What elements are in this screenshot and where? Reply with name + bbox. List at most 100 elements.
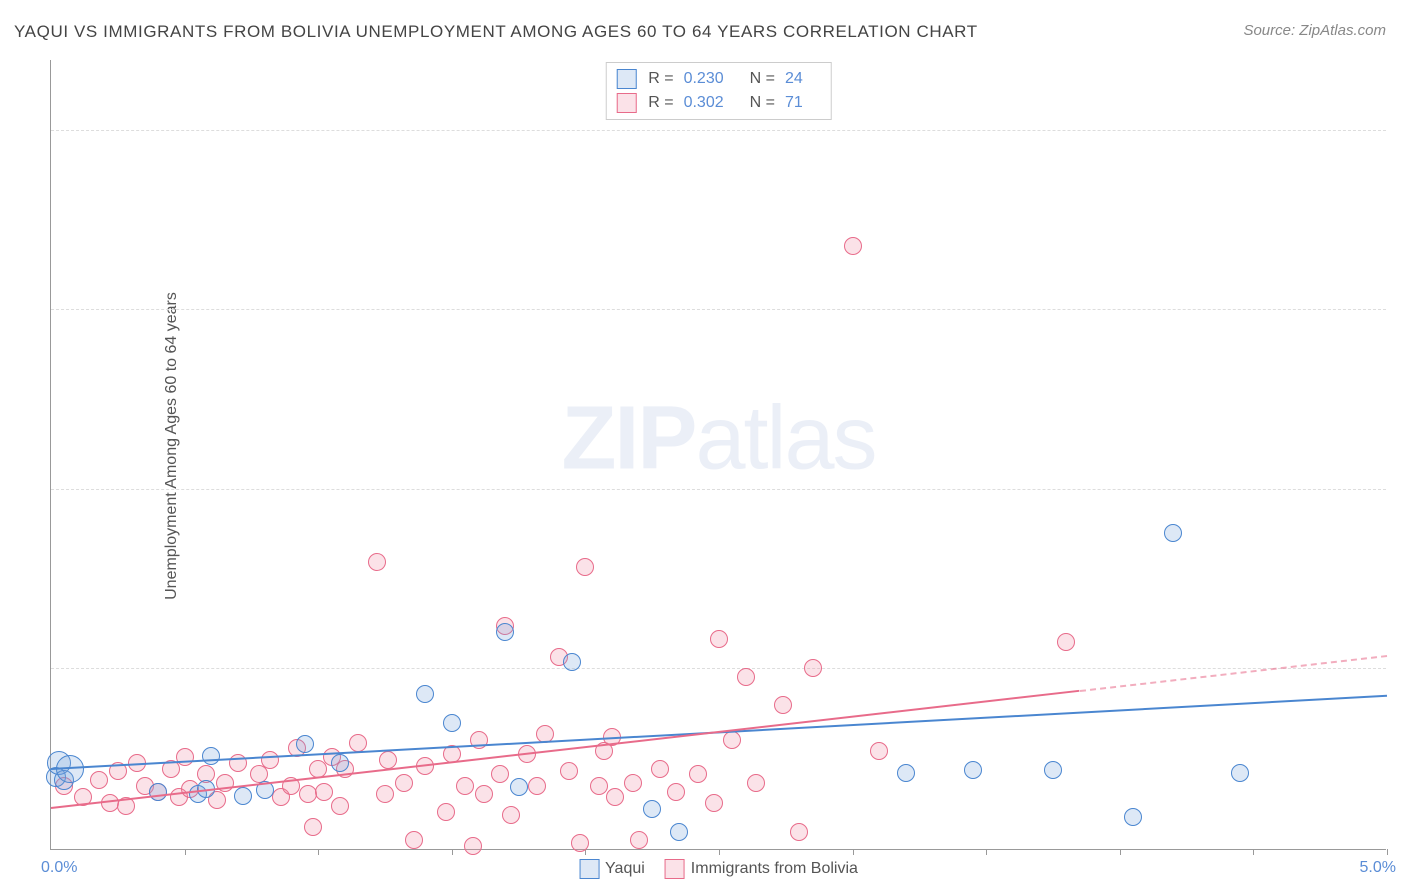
- data-point-bolivia: [667, 783, 685, 801]
- data-point-bolivia: [737, 668, 755, 686]
- data-point-yaqui: [1164, 524, 1182, 542]
- legend-label-bolivia: Immigrants from Bolivia: [691, 860, 858, 878]
- legend-row-yaqui: R = 0.230 N = 24: [616, 67, 817, 91]
- data-point-bolivia: [576, 558, 594, 576]
- data-point-bolivia: [475, 785, 493, 803]
- y-tick-label: 37.5%: [1396, 301, 1406, 319]
- data-point-bolivia: [299, 785, 317, 803]
- data-point-yaqui: [296, 735, 314, 753]
- x-tick-mark: [452, 849, 453, 855]
- data-point-yaqui: [331, 754, 349, 772]
- data-point-yaqui: [510, 778, 528, 796]
- x-tick-mark: [1387, 849, 1388, 855]
- data-point-bolivia: [606, 788, 624, 806]
- r-label: R =: [648, 94, 673, 112]
- data-point-yaqui: [416, 685, 434, 703]
- chart-title: YAQUI VS IMMIGRANTS FROM BOLIVIA UNEMPLO…: [14, 22, 978, 42]
- x-tick-max: 5.0%: [1360, 859, 1396, 877]
- correlation-legend: R = 0.230 N = 24 R = 0.302 N = 71: [605, 62, 832, 120]
- scatter-plot-area: ZIPatlas R = 0.230 N = 24 R = 0.302 N = …: [50, 60, 1386, 850]
- data-point-bolivia: [331, 797, 349, 815]
- x-tick-mark: [1253, 849, 1254, 855]
- y-tick-label: 12.5%: [1396, 660, 1406, 678]
- gridline: [51, 489, 1386, 490]
- data-point-bolivia: [349, 734, 367, 752]
- watermark: ZIPatlas: [561, 387, 875, 490]
- legend-row-bolivia: R = 0.302 N = 71: [616, 91, 817, 115]
- data-point-yaqui: [1044, 761, 1062, 779]
- data-point-yaqui: [964, 761, 982, 779]
- data-point-bolivia: [456, 777, 474, 795]
- data-point-bolivia: [630, 831, 648, 849]
- data-point-yaqui: [443, 714, 461, 732]
- data-point-bolivia: [870, 742, 888, 760]
- x-tick-mark: [986, 849, 987, 855]
- x-tick-min: 0.0%: [41, 859, 77, 877]
- legend-item-bolivia: Immigrants from Bolivia: [665, 859, 858, 879]
- r-value-bolivia: 0.302: [684, 94, 724, 112]
- data-point-yaqui: [563, 653, 581, 671]
- data-point-yaqui: [496, 623, 514, 641]
- gridline: [51, 130, 1386, 131]
- x-tick-mark: [719, 849, 720, 855]
- data-point-yaqui: [149, 783, 167, 801]
- data-point-bolivia: [624, 774, 642, 792]
- n-value-yaqui: 24: [785, 70, 803, 88]
- data-point-bolivia: [1057, 633, 1075, 651]
- watermark-atlas: atlas: [695, 388, 875, 488]
- data-point-bolivia: [90, 771, 108, 789]
- data-point-bolivia: [405, 831, 423, 849]
- source-attribution: Source: ZipAtlas.com: [1243, 22, 1386, 39]
- trend-line-dashed-bolivia: [1080, 655, 1388, 692]
- series-legend: Yaqui Immigrants from Bolivia: [579, 859, 858, 879]
- gridline: [51, 309, 1386, 310]
- x-tick-mark: [185, 849, 186, 855]
- legend-label-yaqui: Yaqui: [605, 860, 645, 878]
- n-label: N =: [750, 70, 775, 88]
- data-point-yaqui: [1124, 808, 1142, 826]
- data-point-bolivia: [304, 818, 322, 836]
- data-point-bolivia: [491, 765, 509, 783]
- data-point-bolivia: [261, 751, 279, 769]
- data-point-bolivia: [774, 696, 792, 714]
- data-point-yaqui: [670, 823, 688, 841]
- data-point-bolivia: [528, 777, 546, 795]
- data-point-yaqui: [202, 747, 220, 765]
- data-point-bolivia: [710, 630, 728, 648]
- data-point-bolivia: [804, 659, 822, 677]
- data-point-bolivia: [376, 785, 394, 803]
- data-point-bolivia: [437, 803, 455, 821]
- swatch-bolivia: [665, 859, 685, 879]
- data-point-bolivia: [368, 553, 386, 571]
- data-point-bolivia: [315, 783, 333, 801]
- swatch-yaqui: [616, 69, 636, 89]
- data-point-bolivia: [502, 806, 520, 824]
- data-point-bolivia: [723, 731, 741, 749]
- data-point-bolivia: [590, 777, 608, 795]
- r-value-yaqui: 0.230: [684, 70, 724, 88]
- data-point-bolivia: [395, 774, 413, 792]
- y-tick-label: 25.0%: [1396, 481, 1406, 499]
- data-point-yaqui: [897, 764, 915, 782]
- data-point-bolivia: [844, 237, 862, 255]
- x-tick-mark: [853, 849, 854, 855]
- data-point-bolivia: [689, 765, 707, 783]
- watermark-zip: ZIP: [561, 388, 695, 488]
- data-point-bolivia: [176, 748, 194, 766]
- swatch-bolivia: [616, 93, 636, 113]
- gridline: [51, 668, 1386, 669]
- data-point-bolivia: [705, 794, 723, 812]
- x-tick-mark: [318, 849, 319, 855]
- legend-item-yaqui: Yaqui: [579, 859, 645, 879]
- data-point-yaqui: [643, 800, 661, 818]
- data-point-bolivia: [560, 762, 578, 780]
- data-point-bolivia: [571, 834, 589, 852]
- data-point-yaqui: [1231, 764, 1249, 782]
- data-point-bolivia: [651, 760, 669, 778]
- data-point-yaqui: [234, 787, 252, 805]
- r-label: R =: [648, 70, 673, 88]
- swatch-yaqui: [579, 859, 599, 879]
- data-point-bolivia: [747, 774, 765, 792]
- data-point-bolivia: [379, 751, 397, 769]
- x-tick-mark: [1120, 849, 1121, 855]
